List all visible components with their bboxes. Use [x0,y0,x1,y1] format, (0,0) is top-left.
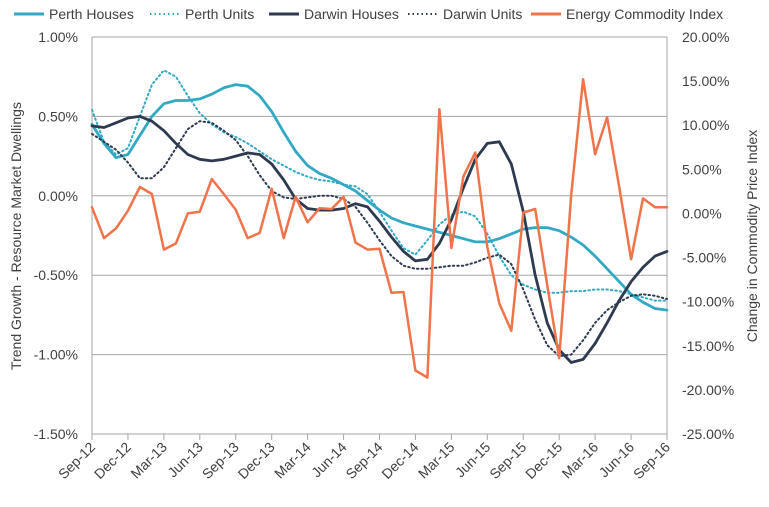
legend-label: Darwin Units [443,6,522,22]
y-right-tick-label: -15.00% [682,338,734,354]
y-left-tick-label: -1.50% [34,426,78,442]
series-lines [90,69,669,379]
x-tick-label: Sep-14 [342,439,385,482]
x-tick-label: Mar-14 [271,439,314,482]
x-tick-label: Mar-15 [415,439,458,482]
y-right-tick-label: 10.00% [682,117,729,133]
x-tick-label: Jun-14 [308,439,350,481]
x-tick-label: Dec-12 [91,439,134,482]
x-tick-label: Sep-13 [199,439,242,482]
series-line-perth-units [91,69,668,302]
x-tick-label: Dec-14 [378,439,421,482]
x-tick-label: Mar-13 [127,439,170,482]
y-left-tick-label: 0.00% [38,188,78,204]
y-right-tick-label: 15.00% [682,73,729,89]
y-right-tick-label: -20.00% [682,382,734,398]
axes [91,36,668,440]
y-axis-right-title: Change in Commodity Price Index [744,130,760,342]
y-left-tick-label: -0.50% [34,267,78,283]
y-left-tick-label: 1.00% [38,29,78,45]
x-tick-label: Dec-15 [522,439,565,482]
series-line-darwin-houses [90,115,669,364]
y-right-tick-label: 0.00% [682,205,722,221]
series-line-energy-commodity-index [90,78,669,379]
x-tick-label: Sep-16 [630,439,673,482]
legend-label: Perth Houses [49,6,134,22]
x-tick-label: Jun-13 [164,439,206,481]
y-right-tick-label: -10.00% [682,294,734,310]
y-right-tick-label: -25.00% [682,426,734,442]
tick-labels: 1.00% 0.50% 0.00% -0.50% -1.00% -1.50% 20.00% 1… [34,29,735,482]
y-right-tick-label: 5.00% [682,161,722,177]
y-left-tick-label: 0.50% [38,108,78,124]
x-tick-label: Sep-12 [55,439,98,482]
legend-label: Perth Units [185,6,254,22]
x-tick-label: Dec-13 [235,439,278,482]
legend-label: Energy Commodity Index [566,6,723,22]
y-right-tick-label: 20.00% [682,29,729,45]
x-tick-label: Jun-15 [452,439,494,481]
series-line-darwin-units [91,120,668,358]
y-left-tick-label: -1.00% [34,347,78,363]
x-tick-label: Jun-16 [596,439,638,481]
legend: Perth Houses Perth Units Darwin Houses Darw… [14,6,723,22]
legend-label: Darwin Houses [304,6,399,22]
x-tick-label: Mar-16 [559,439,602,482]
y-axis-left-title: Trend Growth - Resource Market Dwellings [8,102,24,370]
y-right-tick-label: -5.00% [682,250,726,266]
series-line-perth-houses [90,83,669,312]
x-tick-label: Sep-15 [486,439,529,482]
